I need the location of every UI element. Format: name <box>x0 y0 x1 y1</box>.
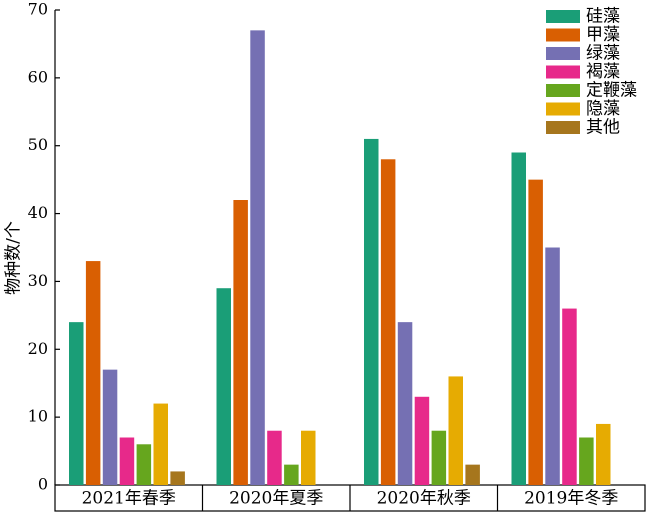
y-tick-label: 30 <box>28 271 48 290</box>
bar-硅藻-2020年秋季 <box>364 138 379 485</box>
y-tick-label: 50 <box>28 135 48 154</box>
bar-定鞭藻-2020年夏季 <box>284 464 299 485</box>
bar-隐藻-2021年春季 <box>153 403 168 485</box>
y-tick-label: 70 <box>28 0 48 19</box>
bar-绿藻-2021年春季 <box>102 369 118 485</box>
legend-swatch <box>546 47 580 60</box>
category-label: 2021年春季 <box>82 489 176 509</box>
legend-label: 硅藻 <box>586 7 620 27</box>
legend-label: 隐藻 <box>586 99 620 119</box>
bar-其他-2020年秋季 <box>465 464 480 485</box>
bar-定鞭藻-2021年春季 <box>136 444 152 485</box>
legend-swatch <box>546 10 580 23</box>
legend-label: 其他 <box>586 118 620 138</box>
legend-swatch <box>546 84 580 97</box>
bar-绿藻-2019年冬季 <box>545 247 560 485</box>
legend-label: 定鞭藻 <box>586 81 637 101</box>
bar-定鞭藻-2020年秋季 <box>431 430 447 485</box>
axes: 0 10 20 30 40 50 60 70 2021年春季 2020年夏季 2020年秋季 2019… <box>28 0 646 512</box>
y-tick-label: 20 <box>28 339 48 358</box>
bar-褐藻-2021年春季 <box>119 437 135 485</box>
bar-甲藻-2021年春季 <box>85 261 101 485</box>
category-label: 2020年秋季 <box>377 489 471 509</box>
legend-swatch <box>546 121 580 134</box>
bars <box>69 30 611 486</box>
legend-label: 褐藻 <box>586 62 620 82</box>
bar-褐藻-2019年冬季 <box>562 308 577 485</box>
legend-label: 甲藻 <box>586 25 620 45</box>
bar-硅藻-2020年夏季 <box>216 288 231 485</box>
bar-硅藻-2019年冬季 <box>511 152 526 485</box>
bar-隐藻-2019年冬季 <box>596 423 611 485</box>
bar-甲藻-2020年秋季 <box>380 159 396 486</box>
y-tick-label: 0 <box>38 475 48 494</box>
bar-甲藻-2019年冬季 <box>528 179 543 485</box>
bar-绿藻-2020年秋季 <box>397 322 413 485</box>
bar-硅藻-2021年春季 <box>69 322 84 485</box>
bar-隐藻-2020年秋季 <box>448 376 463 485</box>
legend-label: 绿藻 <box>586 44 620 64</box>
bar-褐藻-2020年夏季 <box>267 430 282 485</box>
y-tick-label: 10 <box>28 407 48 426</box>
bar-褐藻-2020年秋季 <box>414 396 430 485</box>
legend-swatch <box>546 28 580 42</box>
y-tick-label: 60 <box>28 67 48 86</box>
bar-隐藻-2020年夏季 <box>301 430 316 485</box>
bar-定鞭藻-2019年冬季 <box>579 437 594 485</box>
legend-swatch <box>546 102 580 116</box>
category-label: 2019年冬季 <box>524 489 618 509</box>
bar-甲藻-2020年夏季 <box>233 200 248 485</box>
y-tick-label: 40 <box>28 203 48 222</box>
y-axis-label: 物种数/个 <box>4 221 24 295</box>
legend-swatch <box>546 65 580 79</box>
bar-绿藻-2020年夏季 <box>250 30 265 485</box>
category-label: 2020年夏季 <box>229 489 323 509</box>
bar-其他-2021年春季 <box>170 471 185 485</box>
